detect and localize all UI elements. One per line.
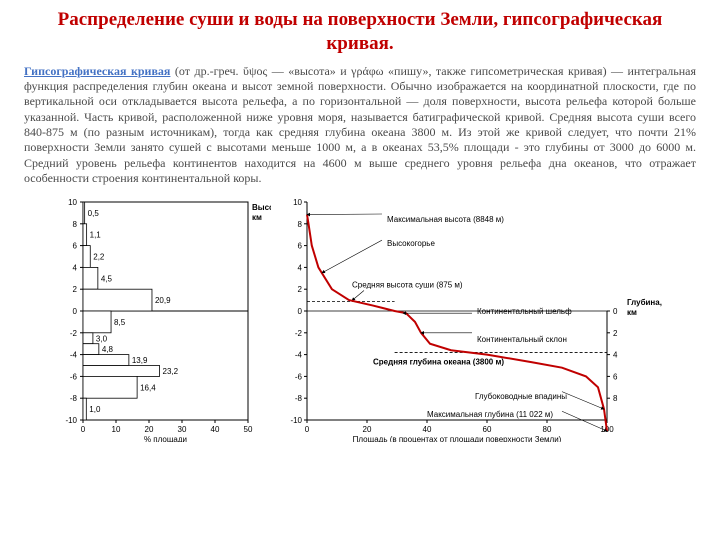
svg-text:1,0: 1,0	[89, 405, 101, 414]
svg-text:Континентальный шельф: Континентальный шельф	[477, 307, 572, 316]
svg-text:16,4: 16,4	[140, 384, 156, 393]
svg-text:Глубина,: Глубина,	[627, 298, 662, 307]
svg-text:% площади: % площади	[144, 435, 187, 442]
svg-text:4,5: 4,5	[101, 275, 113, 284]
svg-text:2: 2	[73, 286, 78, 295]
svg-text:0,5: 0,5	[88, 209, 100, 218]
svg-text:-8: -8	[70, 395, 78, 404]
hypsographic-curve: -10 -8 -6 -4 -2 0 2 4 6 8 10 0 2 4 6 8 Глубина,км 0 20 40 60…	[279, 192, 679, 442]
svg-text:40: 40	[423, 425, 432, 434]
svg-text:Высокогорье: Высокогорье	[387, 239, 435, 248]
svg-text:0: 0	[73, 307, 78, 316]
svg-text:10: 10	[68, 198, 77, 207]
svg-text:Площадь (в процентах от площад: Площадь (в процентах от площади поверхно…	[353, 435, 562, 442]
svg-text:-4: -4	[295, 351, 303, 360]
svg-text:4: 4	[613, 351, 618, 360]
svg-text:-8: -8	[295, 395, 303, 404]
svg-text:Высота,: Высота,	[252, 203, 271, 212]
svg-text:30: 30	[178, 425, 187, 434]
svg-text:3,0: 3,0	[96, 335, 108, 344]
svg-text:Максимальная глубина (11 022 м: Максимальная глубина (11 022 м)	[427, 410, 553, 419]
svg-text:2: 2	[613, 329, 618, 338]
svg-text:8: 8	[613, 395, 618, 404]
svg-text:км: км	[252, 213, 262, 222]
svg-text:Средняя высота суши (875 м): Средняя высота суши (875 м)	[352, 281, 463, 290]
svg-text:6: 6	[73, 242, 78, 251]
svg-text:Средняя глубина океана (3800 м: Средняя глубина океана (3800 м)	[373, 358, 504, 367]
page-title: Распределение суши и воды на поверхности…	[24, 8, 696, 56]
svg-text:20: 20	[145, 425, 154, 434]
term: Гипсографическая кривая	[24, 64, 170, 78]
svg-text:0: 0	[298, 307, 303, 316]
svg-text:км: км	[627, 308, 637, 317]
svg-text:1,1: 1,1	[90, 231, 102, 240]
svg-text:6: 6	[613, 373, 618, 382]
svg-text:10: 10	[293, 198, 302, 207]
svg-text:0: 0	[81, 425, 86, 434]
svg-text:-2: -2	[295, 329, 303, 338]
svg-text:Максимальная высота (8848 м): Максимальная высота (8848 м)	[387, 215, 504, 224]
svg-text:20,9: 20,9	[155, 296, 171, 305]
svg-text:Глубоководные впадины: Глубоководные впадины	[475, 392, 567, 401]
svg-text:4: 4	[298, 264, 303, 273]
svg-text:Континентальный склон: Континентальный склон	[477, 335, 567, 344]
svg-text:8: 8	[298, 220, 303, 229]
figure-container: -10-8-6-4-2024681001020304050% площадиВы…	[24, 192, 696, 442]
svg-text:8: 8	[73, 220, 78, 229]
svg-text:-6: -6	[70, 373, 78, 382]
svg-text:2,2: 2,2	[93, 253, 105, 262]
svg-text:60: 60	[483, 425, 492, 434]
svg-text:10: 10	[112, 425, 121, 434]
svg-text:-2: -2	[70, 329, 78, 338]
svg-text:8,5: 8,5	[114, 318, 126, 327]
svg-text:20: 20	[363, 425, 372, 434]
svg-text:-6: -6	[295, 373, 303, 382]
svg-text:13,9: 13,9	[132, 356, 148, 365]
svg-text:2: 2	[298, 286, 303, 295]
svg-text:-4: -4	[70, 351, 78, 360]
body-text: Гипсографическая кривая (от др.-греч. ὕψ…	[24, 64, 696, 187]
svg-text:4: 4	[73, 264, 78, 273]
svg-text:80: 80	[543, 425, 552, 434]
bar-histogram: -10 -8 -6 -4 -2 0 2 4 6 8 10 0 10 20 30 40 50 % площади Вы…	[41, 192, 271, 442]
svg-text:0: 0	[613, 307, 618, 316]
svg-text:6: 6	[298, 242, 303, 251]
svg-text:23,2: 23,2	[163, 367, 179, 376]
svg-text:-10: -10	[65, 416, 77, 425]
body-text-content: (от др.-греч. ὕψος — «высота» и γράφω «п…	[24, 64, 696, 186]
svg-text:0: 0	[305, 425, 310, 434]
svg-text:40: 40	[211, 425, 220, 434]
svg-text:4,8: 4,8	[102, 346, 114, 355]
svg-text:50: 50	[244, 425, 253, 434]
svg-text:-10: -10	[290, 416, 302, 425]
